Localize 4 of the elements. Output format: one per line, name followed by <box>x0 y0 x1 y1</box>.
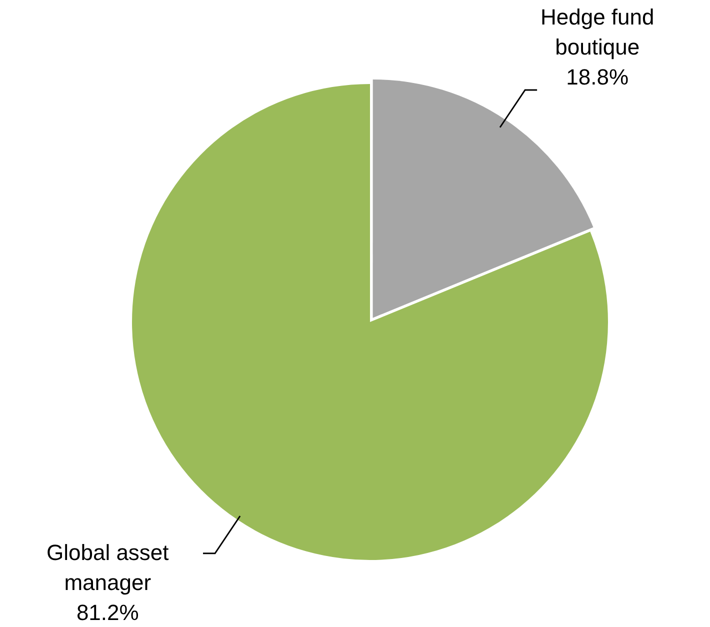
data-label: 81.2% <box>76 600 139 625</box>
data-label: 18.8% <box>566 64 629 90</box>
slice-label: Global asset manager <box>46 540 169 595</box>
slice-label: Hedge fund boutique <box>540 4 654 60</box>
